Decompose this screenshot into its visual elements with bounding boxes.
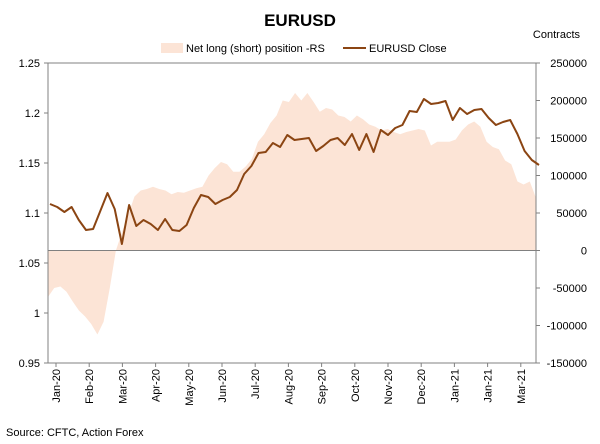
right-axis-title: Contracts <box>533 29 581 41</box>
legend-label-position: Net long (short) position -RS <box>186 43 325 55</box>
right-tick-label: -100000 <box>547 321 587 333</box>
right-tick-label: -150000 <box>547 358 587 370</box>
legend-label-close: EURUSD Close <box>369 43 447 55</box>
chart-title: EURUSD <box>264 11 336 30</box>
x-tick-label: Feb-20 <box>84 369 96 404</box>
right-tick-label: 150000 <box>550 133 587 145</box>
left-tick-label: 1.05 <box>19 258 40 270</box>
x-tick-label: Jan-21 <box>449 369 461 403</box>
eurusd-close-line <box>49 98 540 245</box>
tick-label-layer: 1.25 1.2 1.15 1.1 1.05 1 0.95 250000 200000 15000… <box>19 58 587 406</box>
x-tick-label: May-20 <box>184 369 196 406</box>
right-tick-label: 250000 <box>550 58 587 70</box>
x-tick-label: Mar-20 <box>117 369 129 404</box>
x-tick-label: Oct-20 <box>350 369 362 402</box>
x-tick-label: Mar-21 <box>516 369 528 404</box>
axes-layer <box>44 62 540 367</box>
x-tick-label: Aug-20 <box>283 369 295 404</box>
left-tick-label: 1.25 <box>19 58 40 70</box>
position-area-layer <box>48 93 536 335</box>
x-tick-label: Jan-21 <box>483 369 495 403</box>
left-tick-label: 0.95 <box>19 358 40 370</box>
position-area <box>48 93 536 335</box>
right-tick-label: 100000 <box>550 171 587 183</box>
right-tick-label: 0 <box>581 246 587 258</box>
right-tick-label: 50000 <box>556 208 587 220</box>
x-tick-label: Nov-20 <box>383 369 395 404</box>
right-tick-label: 200000 <box>550 96 587 108</box>
x-tick-label: Jan-20 <box>51 369 63 403</box>
left-tick-label: 1.15 <box>19 158 40 170</box>
left-tick-label: 1 <box>34 308 40 320</box>
legend: Net long (short) position -RS EURUSD Clo… <box>161 43 447 55</box>
x-tick-label: Apr-20 <box>151 369 163 402</box>
x-tick-label: Jul-20 <box>250 369 262 399</box>
close-line-layer <box>49 98 540 245</box>
legend-area-swatch <box>161 43 183 53</box>
right-tick-label: -50000 <box>553 283 587 295</box>
x-tick-label: Sep-20 <box>317 369 329 404</box>
source-note: Source: CFTC, Action Forex <box>6 427 144 439</box>
left-tick-label: 1.2 <box>25 108 40 120</box>
x-tick-label: Jun-20 <box>217 369 229 403</box>
x-tick-label: Dec-20 <box>416 369 428 404</box>
left-tick-label: 1.1 <box>25 208 40 220</box>
